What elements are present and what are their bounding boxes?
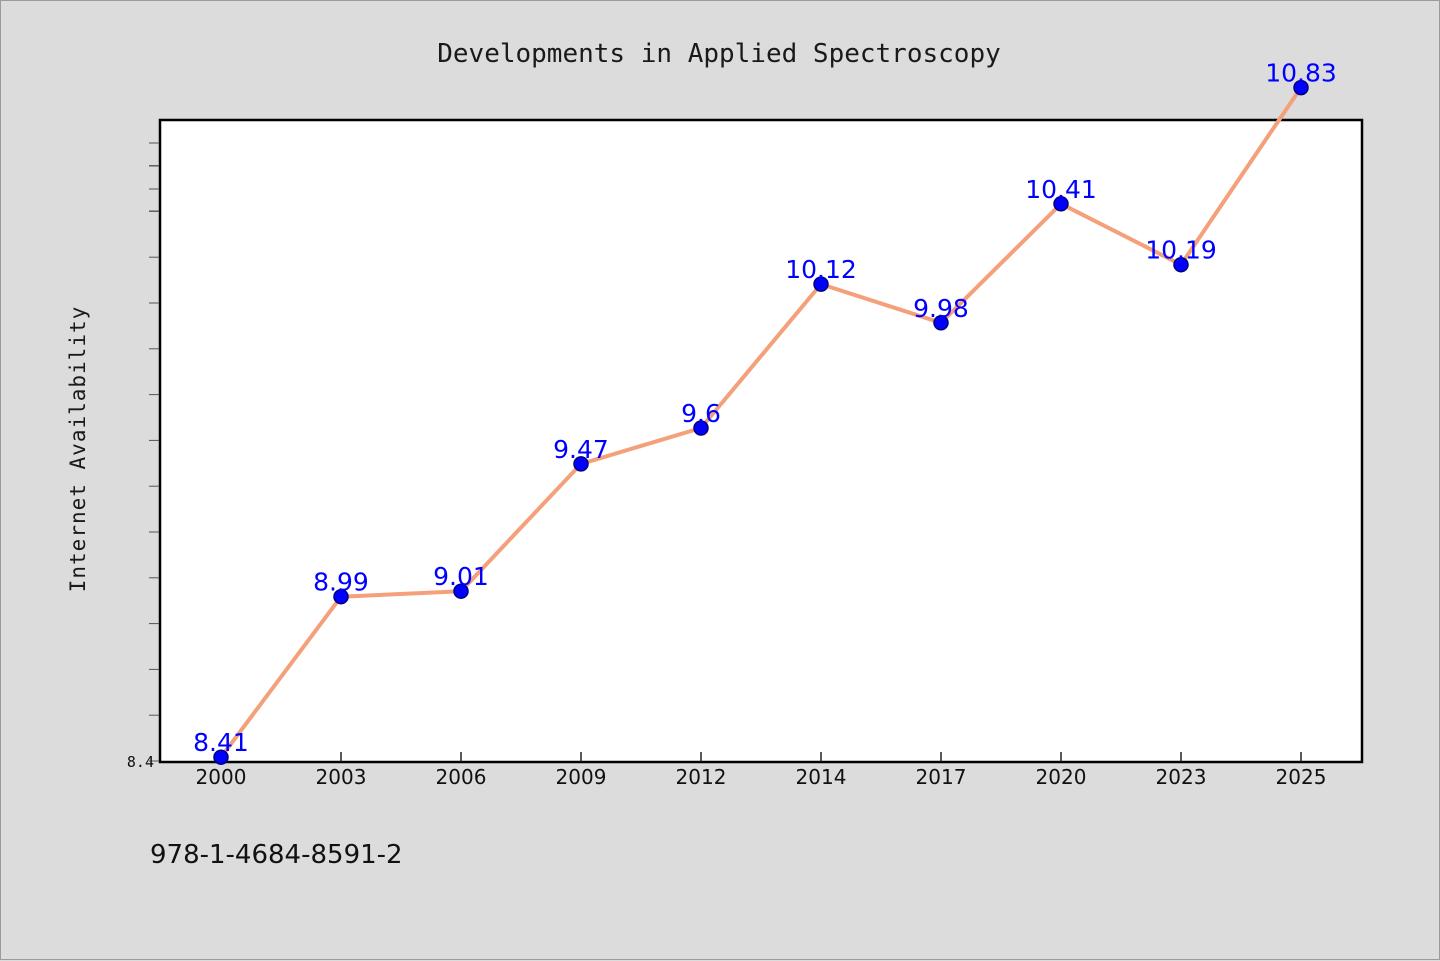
data-point <box>333 588 349 605</box>
plot-area <box>158 118 1364 764</box>
x-axis-tick-label: 2012 <box>676 765 727 789</box>
data-label: 8.99 <box>313 568 369 597</box>
series-point-group <box>213 79 1309 765</box>
data-point <box>1293 79 1309 96</box>
series-label-group: 8.41 8.99 9.01 9.47 9.6 10.12 9.98 10.41 10.19 10… <box>193 59 1337 758</box>
data-label: 10.12 <box>785 255 857 284</box>
x-axis-tick-label: 2020 <box>1036 765 1087 789</box>
y-axis-ticks <box>149 142 159 762</box>
data-label: 10.19 <box>1145 236 1217 265</box>
y-axis-tick-labels: 8.4 <box>127 753 154 771</box>
x-axis-tick-label: 2023 <box>1156 765 1207 789</box>
data-point <box>813 276 829 292</box>
x-axis-tick-label: 2000 <box>196 765 247 789</box>
data-label: 10.41 <box>1025 175 1097 204</box>
data-label: 9.47 <box>553 435 609 464</box>
data-point <box>1053 196 1069 212</box>
y-axis-tick-label: 8.4 <box>127 753 154 771</box>
data-point <box>933 315 949 331</box>
y-axis-label: Internet Availability <box>66 306 90 593</box>
x-axis-tick-label: 2017 <box>916 765 967 789</box>
x-axis-tick-label: 2009 <box>556 765 607 789</box>
x-axis-tick-labels: 2000 2003 2006 2009 2012 2014 2017 2020 2023 2025 <box>196 765 1327 789</box>
x-axis-tick-label: 2014 <box>796 765 847 789</box>
series-line-group <box>219 85 1303 760</box>
chart-title: Developments in Applied Spectroscopy <box>437 39 1001 69</box>
data-point <box>453 583 469 599</box>
data-label: 9.98 <box>913 294 969 323</box>
data-point <box>693 420 709 436</box>
x-axis-tick-label: 2003 <box>316 765 367 789</box>
data-label: 9.01 <box>433 562 489 591</box>
x-axis-tick-label: 2025 <box>1276 765 1327 789</box>
data-label: 8.41 <box>193 728 249 757</box>
data-label: 9.6 <box>681 399 721 428</box>
data-point <box>1173 256 1189 273</box>
data-label: 10.83 <box>1265 59 1337 88</box>
data-point <box>213 749 229 765</box>
series-line <box>219 85 1303 760</box>
isbn-text: 978-1-4684-8591-2 <box>150 840 403 870</box>
data-point <box>573 456 589 472</box>
x-axis-tick-label: 2006 <box>436 765 487 789</box>
